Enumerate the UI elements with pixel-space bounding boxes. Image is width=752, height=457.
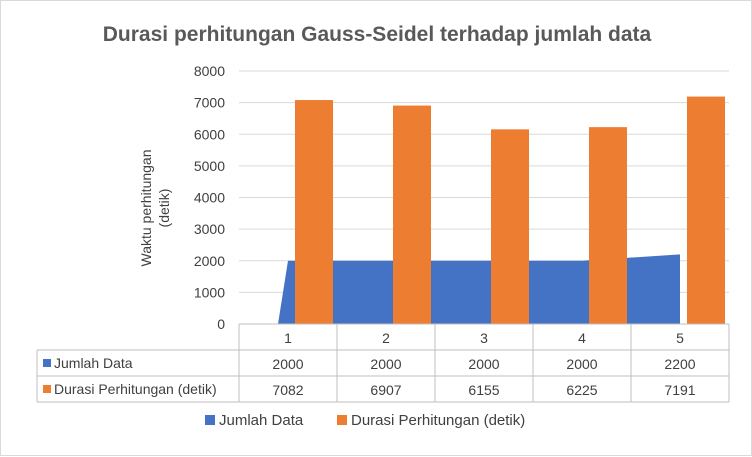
y-tick-label: 0 <box>217 316 225 332</box>
bar-durasi-1 <box>295 100 333 324</box>
legend-label: Jumlah Data <box>219 412 304 429</box>
bar-durasi-3 <box>491 129 529 324</box>
data-table: 1 2 3 4 5 Jumlah Data 2000 2000 2000 2000 2200 Dura… <box>37 324 729 402</box>
legend-key <box>337 415 347 425</box>
y-axis-label-line2: (detik) <box>156 189 172 228</box>
table-legend-key <box>43 359 51 367</box>
y-axis-label-line1: Waktu perhitungan <box>138 150 154 267</box>
bar-durasi-4 <box>589 127 627 324</box>
table-value: 2000 <box>370 356 401 372</box>
legend-key <box>205 415 215 425</box>
table-value: 6225 <box>566 382 597 398</box>
y-tick-label: 5000 <box>194 158 225 174</box>
y-tick-label: 8000 <box>194 63 225 79</box>
x-tick-label: 4 <box>578 330 586 346</box>
bar-durasi-5 <box>687 97 725 324</box>
table-series-label: Jumlah Data <box>54 355 133 371</box>
legend-label: Durasi Perhitungan (detik) <box>351 412 525 429</box>
y-tick-label: 1000 <box>194 284 225 300</box>
table-series-label: Durasi Perhitungan (detik) <box>54 381 217 397</box>
bar-durasi-2 <box>393 106 431 324</box>
x-tick-label: 2 <box>382 330 390 346</box>
table-value: 7191 <box>664 382 695 398</box>
table-value: 7082 <box>272 382 303 398</box>
chart-title: Durasi perhitungan Gauss-Seidel terhadap… <box>103 23 652 46</box>
table-legend-key <box>43 385 51 393</box>
table-value: 2000 <box>468 356 499 372</box>
table-value: 2000 <box>272 356 303 372</box>
legend: Jumlah Data Durasi Perhitungan (detik) <box>205 412 525 429</box>
table-value: 2200 <box>664 356 695 372</box>
y-tick-label: 2000 <box>194 253 225 269</box>
table-value: 2000 <box>566 356 597 372</box>
table-value: 6155 <box>468 382 499 398</box>
x-tick-label: 3 <box>480 330 488 346</box>
x-tick-label: 1 <box>284 330 292 346</box>
y-tick-label: 7000 <box>194 95 225 111</box>
x-tick-label: 5 <box>676 330 684 346</box>
y-tick-label: 6000 <box>194 126 225 142</box>
table-value: 6907 <box>370 382 401 398</box>
y-tick-label: 3000 <box>194 221 225 237</box>
y-tick-label: 4000 <box>194 190 225 206</box>
